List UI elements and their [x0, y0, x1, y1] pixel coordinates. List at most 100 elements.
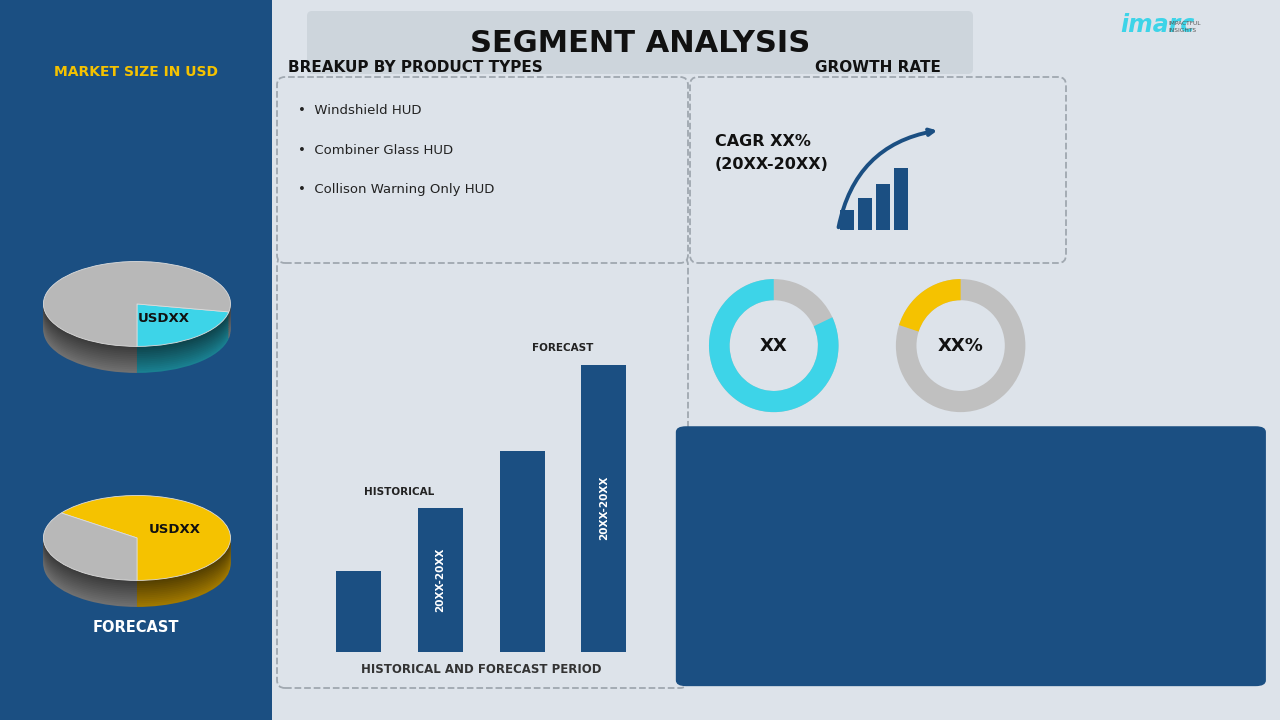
Text: •  Collison Warning Only HUD: • Collison Warning Only HUD [298, 184, 494, 197]
Wedge shape [61, 501, 230, 586]
FancyBboxPatch shape [840, 210, 854, 230]
Wedge shape [44, 515, 137, 582]
Wedge shape [44, 534, 137, 601]
Wedge shape [44, 279, 230, 364]
Wedge shape [44, 524, 137, 592]
Wedge shape [44, 273, 230, 358]
Wedge shape [137, 321, 229, 364]
Text: SEGMENT ANALYSIS: SEGMENT ANALYSIS [470, 29, 810, 58]
Wedge shape [61, 509, 230, 594]
Wedge shape [44, 286, 230, 371]
Wedge shape [61, 510, 230, 595]
FancyBboxPatch shape [858, 198, 872, 230]
Wedge shape [137, 313, 229, 356]
Wedge shape [61, 498, 230, 582]
Wedge shape [44, 521, 137, 588]
Text: HISTORICAL: HISTORICAL [365, 487, 435, 497]
Text: FORECAST: FORECAST [92, 619, 179, 634]
Wedge shape [61, 499, 230, 584]
Wedge shape [137, 327, 229, 369]
Wedge shape [137, 307, 229, 350]
Wedge shape [61, 514, 230, 599]
Wedge shape [44, 517, 137, 584]
FancyBboxPatch shape [893, 168, 908, 230]
Wedge shape [137, 310, 229, 352]
Wedge shape [44, 271, 230, 356]
FancyBboxPatch shape [276, 77, 689, 263]
Wedge shape [44, 528, 137, 595]
Text: MARKET SIZE IN USD: MARKET SIZE IN USD [54, 65, 218, 79]
FancyBboxPatch shape [714, 510, 1228, 531]
Text: 20XX-20XX: 20XX-20XX [435, 548, 445, 612]
Text: HIGHEST CAGR: HIGHEST CAGR [714, 577, 827, 591]
Wedge shape [44, 539, 137, 607]
Wedge shape [44, 282, 230, 367]
Wedge shape [44, 280, 230, 365]
FancyBboxPatch shape [714, 608, 1228, 629]
Wedge shape [137, 315, 229, 358]
FancyBboxPatch shape [307, 11, 973, 74]
Wedge shape [44, 264, 230, 348]
Wedge shape [61, 505, 230, 590]
Wedge shape [44, 523, 137, 590]
Text: imarc: imarc [1120, 13, 1194, 37]
Wedge shape [61, 503, 230, 588]
Text: BREAKUP BY PRODUCT TYPES: BREAKUP BY PRODUCT TYPES [288, 60, 543, 76]
FancyBboxPatch shape [276, 257, 689, 688]
Text: XX%: XX% [938, 337, 983, 355]
Wedge shape [44, 532, 137, 599]
Wedge shape [44, 265, 230, 350]
X-axis label: HISTORICAL AND FORECAST PERIOD: HISTORICAL AND FORECAST PERIOD [361, 662, 602, 675]
Wedge shape [44, 276, 230, 361]
Text: IMPACTFUL
INSIGHTS: IMPACTFUL INSIGHTS [1169, 21, 1201, 33]
Wedge shape [899, 279, 960, 332]
Bar [419, 508, 463, 652]
Wedge shape [44, 538, 137, 605]
FancyBboxPatch shape [690, 77, 1066, 263]
Wedge shape [137, 330, 229, 373]
Text: CAGR XX%
(20XX-20XX): CAGR XX% (20XX-20XX) [716, 134, 829, 172]
Wedge shape [137, 319, 229, 361]
Text: GROWTH RATE: GROWTH RATE [815, 60, 941, 76]
Text: LARGEST MARKET: LARGEST MARKET [714, 480, 850, 492]
Bar [581, 365, 626, 652]
Wedge shape [44, 261, 230, 346]
Wedge shape [137, 306, 229, 348]
Wedge shape [61, 518, 230, 603]
Wedge shape [61, 513, 230, 598]
Wedge shape [61, 507, 230, 592]
Wedge shape [44, 518, 137, 586]
Text: •  Windshield HUD: • Windshield HUD [298, 104, 421, 117]
Wedge shape [709, 279, 838, 412]
Wedge shape [44, 536, 137, 603]
Wedge shape [137, 325, 229, 367]
Wedge shape [137, 318, 229, 360]
Wedge shape [44, 288, 230, 373]
Wedge shape [44, 526, 137, 594]
Wedge shape [44, 530, 137, 598]
Wedge shape [44, 267, 230, 352]
Text: XX: XX [760, 337, 787, 355]
Text: CURRENT: CURRENT [97, 284, 175, 300]
Wedge shape [137, 328, 229, 371]
Wedge shape [896, 279, 1025, 412]
Wedge shape [44, 269, 230, 354]
Text: XX%: XX% [1193, 577, 1228, 591]
FancyBboxPatch shape [1133, 510, 1228, 531]
Wedge shape [61, 516, 230, 601]
FancyBboxPatch shape [1121, 608, 1228, 629]
Text: USDXX: USDXX [148, 523, 201, 536]
Bar [337, 571, 381, 652]
Text: 20XX-20XX: 20XX-20XX [599, 476, 609, 540]
Text: FORECAST: FORECAST [532, 343, 594, 354]
Wedge shape [137, 304, 229, 346]
Wedge shape [61, 495, 230, 580]
FancyBboxPatch shape [0, 0, 273, 720]
Wedge shape [709, 279, 838, 412]
Wedge shape [137, 312, 229, 354]
Text: •  Combiner Glass HUD: • Combiner Glass HUD [298, 143, 453, 156]
Wedge shape [61, 520, 230, 605]
Wedge shape [137, 323, 229, 365]
Wedge shape [44, 284, 230, 369]
Wedge shape [44, 513, 137, 580]
